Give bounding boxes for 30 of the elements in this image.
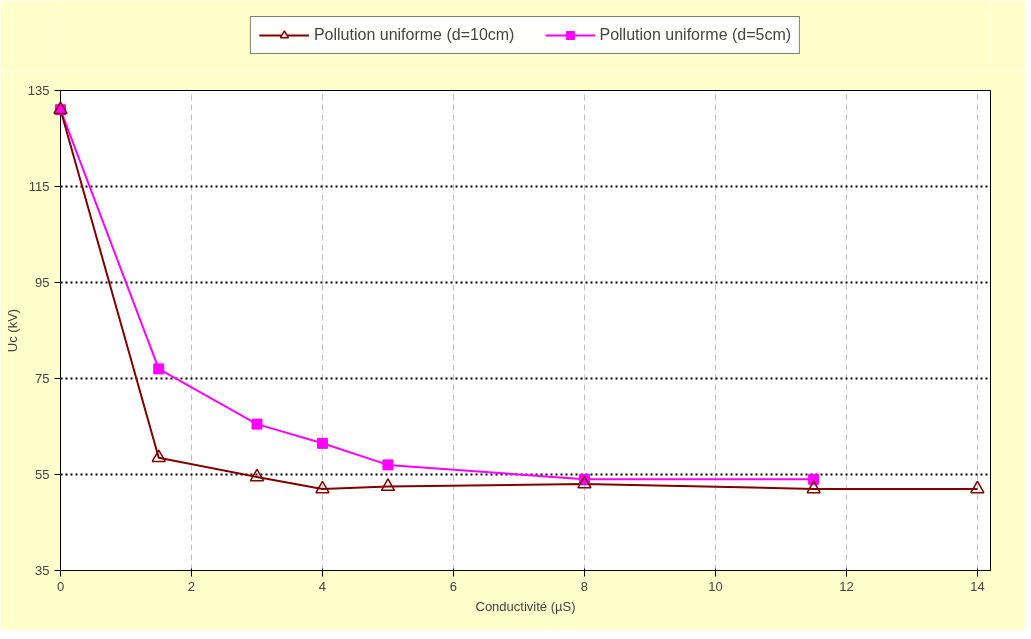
y-tick-label: 55: [35, 467, 50, 482]
x-tick-label: 12: [839, 578, 854, 594]
x-axis-title: Conductivité (µS): [475, 598, 576, 614]
x-tick-label: 6: [449, 578, 458, 594]
point: [806, 480, 821, 494]
point: [970, 480, 985, 494]
point: [249, 468, 265, 482]
y-tick-label: 95: [35, 275, 50, 290]
point: [382, 459, 394, 471]
x-tick-label: 2: [187, 578, 196, 594]
y-tick-label: 115: [28, 179, 50, 194]
x-tick-label: 14: [970, 578, 985, 594]
y-tick-label: 35: [35, 563, 50, 578]
point: [808, 473, 820, 485]
x-tick-label: 0: [56, 578, 65, 594]
y-axis-title: Uc (kV): [4, 308, 20, 353]
legend-label: Pollution uniforme (d=10cm): [313, 26, 515, 44]
point: [251, 418, 263, 430]
point: [380, 478, 396, 491]
x-tick-label: 10: [708, 578, 723, 594]
x-tick-label: 4: [318, 578, 327, 594]
point: [151, 449, 166, 463]
point: [316, 437, 328, 449]
point: [153, 363, 165, 375]
point: [315, 480, 330, 494]
point: [577, 475, 592, 489]
y-tick-label: 75: [35, 371, 50, 386]
x-tick-label: 8: [580, 578, 589, 594]
legend-label: Pollution uniforme (d=5cm): [599, 26, 792, 44]
y-tick-label: 135: [27, 83, 50, 98]
